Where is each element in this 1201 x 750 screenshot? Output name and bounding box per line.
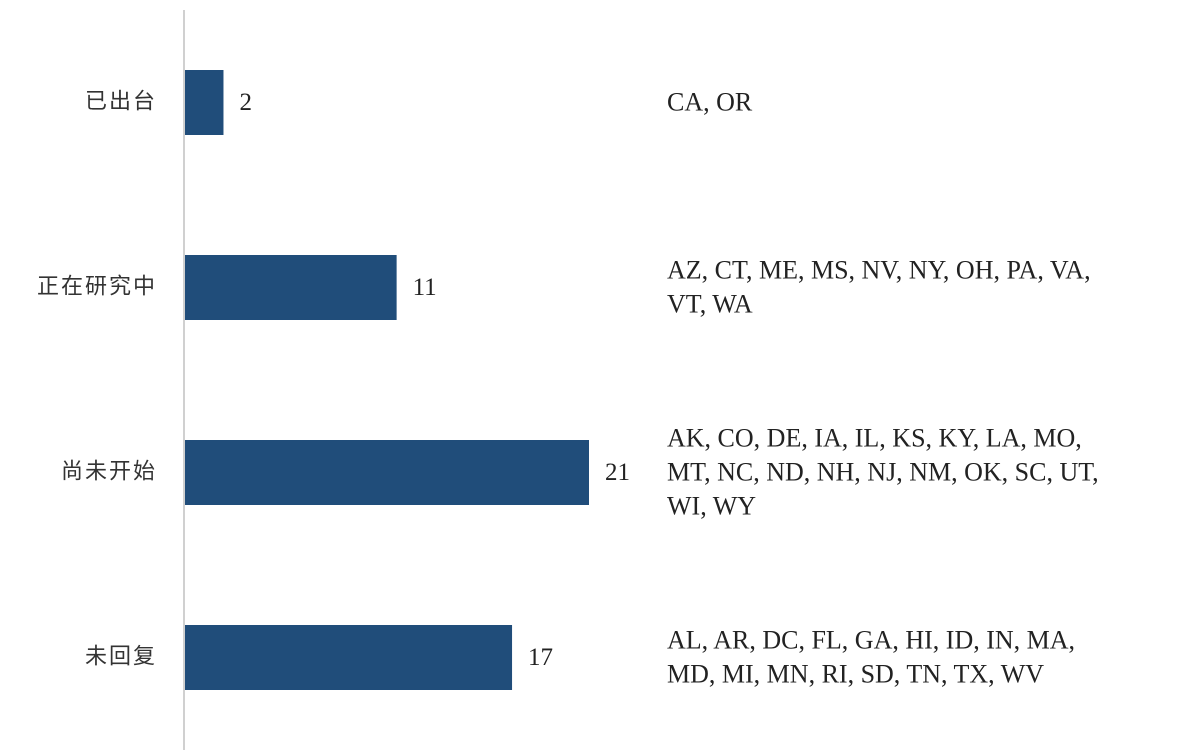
note-line: AL, AR, DC, FL, GA, HI, ID, IN, MA, <box>667 625 1075 654</box>
note-line: AK, CO, DE, IA, IL, KS, KY, LA, MO, <box>667 423 1082 452</box>
bar <box>185 70 224 135</box>
category-label: 未回复 <box>85 645 157 670</box>
bar <box>185 255 397 320</box>
category-label: 尚未开始 <box>61 460 157 485</box>
note-line: AZ, CT, ME, MS, NV, NY, OH, PA, VA, <box>667 255 1091 284</box>
note-line: VT, WA <box>667 289 753 318</box>
note-line: MD, MI, MN, RI, SD, TN, TX, WV <box>667 659 1044 688</box>
category-label: 正在研究中 <box>37 275 157 300</box>
bar <box>185 440 589 505</box>
category-label: 已出台 <box>85 90 157 115</box>
note-line: CA, OR <box>667 87 753 116</box>
note-line: WI, WY <box>667 491 756 520</box>
note-line: MT, NC, ND, NH, NJ, NM, OK, SC, UT, <box>667 457 1099 486</box>
value-label: 11 <box>413 274 437 301</box>
value-label: 17 <box>528 644 553 671</box>
bar <box>185 625 513 690</box>
value-label: 2 <box>239 89 252 116</box>
value-label: 21 <box>605 459 630 486</box>
